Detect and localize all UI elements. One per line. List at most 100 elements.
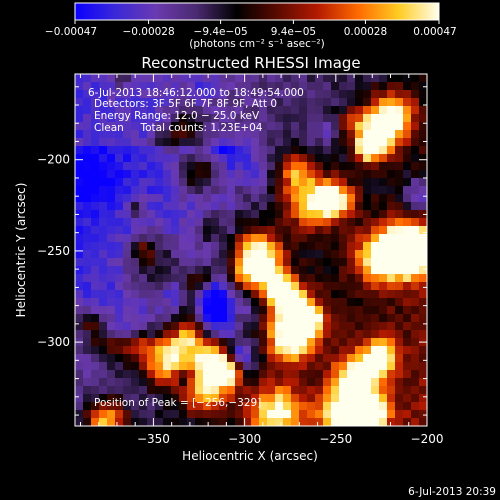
- heatmap-cell: [235, 338, 244, 347]
- heatmap-cell: [419, 394, 427, 403]
- heatmap-cell: [195, 354, 204, 363]
- heatmap-cell: [275, 202, 284, 211]
- heatmap-cell: [347, 266, 356, 275]
- heatmap-cell: [155, 74, 164, 83]
- heatmap-cell: [131, 98, 140, 107]
- heatmap-cell: [355, 162, 364, 171]
- heatmap-cell: [91, 274, 100, 283]
- heatmap-cell: [251, 290, 260, 299]
- heatmap-cell: [283, 218, 292, 227]
- heatmap-cell: [227, 138, 236, 147]
- heatmap-cell: [123, 122, 132, 131]
- heatmap-cell: [347, 354, 356, 363]
- heatmap-cell: [155, 154, 164, 163]
- heatmap-cell: [123, 82, 132, 91]
- heatmap-cell: [307, 402, 316, 411]
- heatmap-cell: [195, 402, 204, 411]
- heatmap-cell: [259, 82, 268, 91]
- heatmap-cell: [107, 186, 116, 195]
- heatmap-cell: [107, 130, 116, 139]
- heatmap-cell: [211, 194, 220, 203]
- heatmap-cell: [91, 210, 100, 219]
- heatmap-cell: [243, 82, 252, 91]
- heatmap-cell: [139, 178, 148, 187]
- heatmap-cell: [179, 274, 188, 283]
- heatmap-cell: [267, 266, 276, 275]
- heatmap-cell: [355, 338, 364, 347]
- heatmap-cell: [179, 330, 188, 339]
- heatmap-cell: [131, 346, 140, 355]
- heatmap-cell: [355, 194, 364, 203]
- heatmap-cell: [219, 362, 228, 371]
- heatmap-cell: [99, 90, 108, 99]
- heatmap-cell: [291, 186, 300, 195]
- heatmap-cell: [139, 250, 148, 259]
- heatmap-cell: [211, 106, 220, 115]
- heatmap-cell: [275, 354, 284, 363]
- heatmap-cell: [147, 218, 156, 227]
- heatmap-cell: [275, 298, 284, 307]
- heatmap-cell: [267, 98, 276, 107]
- heatmap-cell: [355, 298, 364, 307]
- heatmap-cell: [227, 74, 236, 83]
- heatmap-cell: [387, 306, 396, 315]
- heatmap-cell: [83, 106, 92, 115]
- heatmap-cell: [115, 234, 124, 243]
- heatmap-cell: [403, 298, 412, 307]
- heatmap-cell: [371, 370, 380, 379]
- heatmap-cell: [315, 314, 324, 323]
- heatmap-cell: [107, 362, 116, 371]
- heatmap-cell: [235, 362, 244, 371]
- heatmap-cell: [323, 90, 332, 99]
- heatmap-cell: [155, 202, 164, 211]
- heatmap-cell: [371, 290, 380, 299]
- heatmap-cell: [171, 386, 180, 395]
- heatmap-cell: [387, 370, 396, 379]
- heatmap-cell: [187, 386, 196, 395]
- heatmap-cell: [227, 218, 236, 227]
- heatmap-cell: [403, 138, 412, 147]
- heatmap-cell: [371, 410, 380, 419]
- heatmap-cell: [411, 178, 420, 187]
- heatmap-cell: [283, 154, 292, 163]
- heatmap-cell: [179, 250, 188, 259]
- heatmap-cell: [163, 394, 172, 403]
- heatmap-cell: [243, 290, 252, 299]
- heatmap-cell: [83, 394, 92, 403]
- heatmap-cell: [371, 258, 380, 267]
- heatmap-cell: [91, 194, 100, 203]
- heatmap-cell: [331, 242, 340, 251]
- heatmap-cell: [163, 306, 172, 315]
- heatmap-cell: [283, 82, 292, 91]
- heatmap-cell: [155, 210, 164, 219]
- heatmap-cell: [259, 90, 268, 99]
- heatmap-cell: [323, 186, 332, 195]
- heatmap-cell: [195, 162, 204, 171]
- heatmap-cell: [163, 258, 172, 267]
- heatmap-cell: [163, 98, 172, 107]
- heatmap-cell: [387, 386, 396, 395]
- heatmap-cell: [395, 242, 404, 251]
- heatmap-image: [75, 74, 427, 426]
- heatmap-cell: [323, 194, 332, 203]
- heatmap-cell: [203, 226, 212, 235]
- heatmap-cell: [75, 378, 84, 387]
- heatmap-cell: [403, 250, 412, 259]
- heatmap-cell: [275, 154, 284, 163]
- heatmap-cell: [283, 418, 292, 426]
- heatmap-cell: [187, 186, 196, 195]
- heatmap-cell: [227, 162, 236, 171]
- heatmap-cell: [91, 218, 100, 227]
- heatmap-cell: [91, 370, 100, 379]
- heatmap-cell: [187, 242, 196, 251]
- heatmap-cell: [243, 266, 252, 275]
- heatmap-cell: [355, 226, 364, 235]
- heatmap-cell: [123, 154, 132, 163]
- heatmap-cell: [355, 266, 364, 275]
- heatmap-cell: [363, 154, 372, 163]
- heatmap-cell: [259, 186, 268, 195]
- heatmap-cell: [131, 170, 140, 179]
- heatmap-cell: [179, 106, 188, 115]
- heatmap-cell: [219, 266, 228, 275]
- heatmap-cell: [91, 130, 100, 139]
